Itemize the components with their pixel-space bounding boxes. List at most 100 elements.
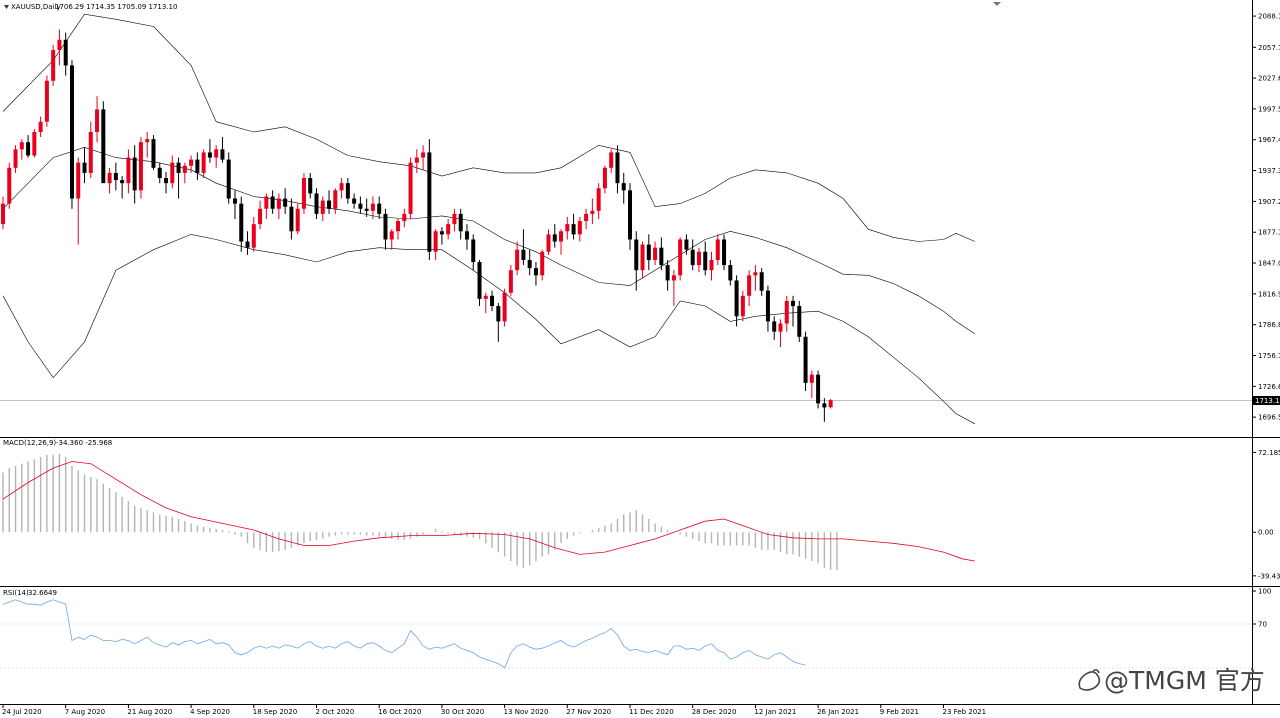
candle-body xyxy=(370,203,375,211)
candle-body xyxy=(38,121,43,132)
candle-body xyxy=(490,295,495,307)
candle xyxy=(696,247,701,273)
candle-body xyxy=(540,251,545,276)
candle xyxy=(26,135,31,158)
current-price-label: 1713.10 xyxy=(1255,397,1280,405)
candle xyxy=(164,171,169,194)
candle-body xyxy=(107,172,112,184)
candle xyxy=(540,249,545,281)
candle xyxy=(421,145,426,170)
candle xyxy=(51,44,56,86)
price-axis: 2088.15 2057.70 2027.60 1997.50 1967.40 1937.… xyxy=(1252,13,1280,422)
candle-body xyxy=(452,213,457,225)
candle xyxy=(408,157,413,219)
candle xyxy=(483,292,488,314)
rsi-pane: RSI(14) 32.6649 100 70 xyxy=(0,588,1271,669)
candle-body xyxy=(402,213,407,222)
candle xyxy=(502,288,507,327)
candle-body xyxy=(113,172,118,181)
macd-tick-label: 72.185 xyxy=(1258,449,1280,457)
candle xyxy=(609,149,614,173)
candle-body xyxy=(496,306,501,322)
rsi-params: RSI(14) xyxy=(3,589,29,597)
candle xyxy=(521,229,526,266)
candle-body xyxy=(816,374,821,404)
candle-body xyxy=(207,152,212,158)
candle-body xyxy=(245,241,250,248)
candle-body xyxy=(51,50,56,81)
price-tick-label: 2027.60 xyxy=(1258,75,1280,83)
shift-marker-icon[interactable] xyxy=(993,2,1001,6)
macd-histogram xyxy=(2,453,838,571)
candle-body xyxy=(427,152,432,252)
candle xyxy=(427,139,432,260)
time-tick-label: 16 Oct 2020 xyxy=(378,708,421,716)
price-tick-label: 1997.50 xyxy=(1258,105,1280,113)
candle xyxy=(364,198,369,217)
candle-body xyxy=(665,265,670,281)
candle-body xyxy=(559,231,564,242)
candle-body xyxy=(740,295,745,317)
candle xyxy=(816,370,821,409)
candle-body xyxy=(803,336,808,383)
candle-body xyxy=(671,275,676,281)
candle-body xyxy=(239,203,244,242)
time-tick-label: 21 Aug 2020 xyxy=(127,708,172,716)
candle xyxy=(602,165,607,194)
candle xyxy=(126,149,131,194)
candle-body xyxy=(182,165,187,173)
macd-params: MACD(12,26,9) xyxy=(3,439,56,447)
candle xyxy=(195,152,200,181)
candle xyxy=(88,121,93,179)
candle xyxy=(671,270,676,307)
candle-body xyxy=(195,159,200,173)
candle-body xyxy=(690,249,695,266)
candle-body xyxy=(327,200,332,209)
candle-body xyxy=(634,239,639,271)
candle-body xyxy=(765,290,770,322)
candle-body xyxy=(791,300,796,307)
current-price-tag xyxy=(1253,396,1280,405)
candle xyxy=(283,188,288,214)
candle-body xyxy=(772,321,777,332)
candle xyxy=(63,32,68,76)
candle-body xyxy=(521,249,526,260)
candle xyxy=(276,193,281,219)
candle-body xyxy=(95,109,100,132)
candle-body xyxy=(26,142,31,156)
candle-body xyxy=(621,183,626,191)
candle xyxy=(709,251,714,281)
candle-body xyxy=(471,239,476,263)
candle xyxy=(433,229,438,260)
rsi-tick-label: 70 xyxy=(1258,621,1267,629)
candle xyxy=(477,259,482,307)
candle xyxy=(201,149,206,179)
collapse-triangle-icon[interactable] xyxy=(4,5,9,9)
candle-body xyxy=(151,139,156,168)
candle-body xyxy=(396,221,401,232)
price-tick-label: 1696.50 xyxy=(1258,414,1280,422)
candle-body xyxy=(678,239,683,276)
candle xyxy=(308,172,313,199)
candle xyxy=(559,229,564,255)
candle xyxy=(1,196,5,230)
bollinger-middle xyxy=(2,146,975,334)
candle-body xyxy=(508,270,513,293)
candle-body xyxy=(502,292,507,322)
candle xyxy=(471,234,476,271)
rsi-polyline xyxy=(2,599,806,669)
candle xyxy=(715,234,720,266)
time-tick-label: 23 Feb 2021 xyxy=(943,708,987,716)
candle-body xyxy=(44,80,49,122)
candle-body xyxy=(433,231,438,252)
candle xyxy=(327,190,332,214)
candle-body xyxy=(590,210,595,214)
candle xyxy=(132,145,137,204)
candle xyxy=(584,208,589,230)
candle-body xyxy=(57,39,62,51)
candle xyxy=(402,208,407,228)
candle-body xyxy=(446,224,451,235)
candle-body xyxy=(653,247,658,260)
candle-body xyxy=(7,167,12,204)
